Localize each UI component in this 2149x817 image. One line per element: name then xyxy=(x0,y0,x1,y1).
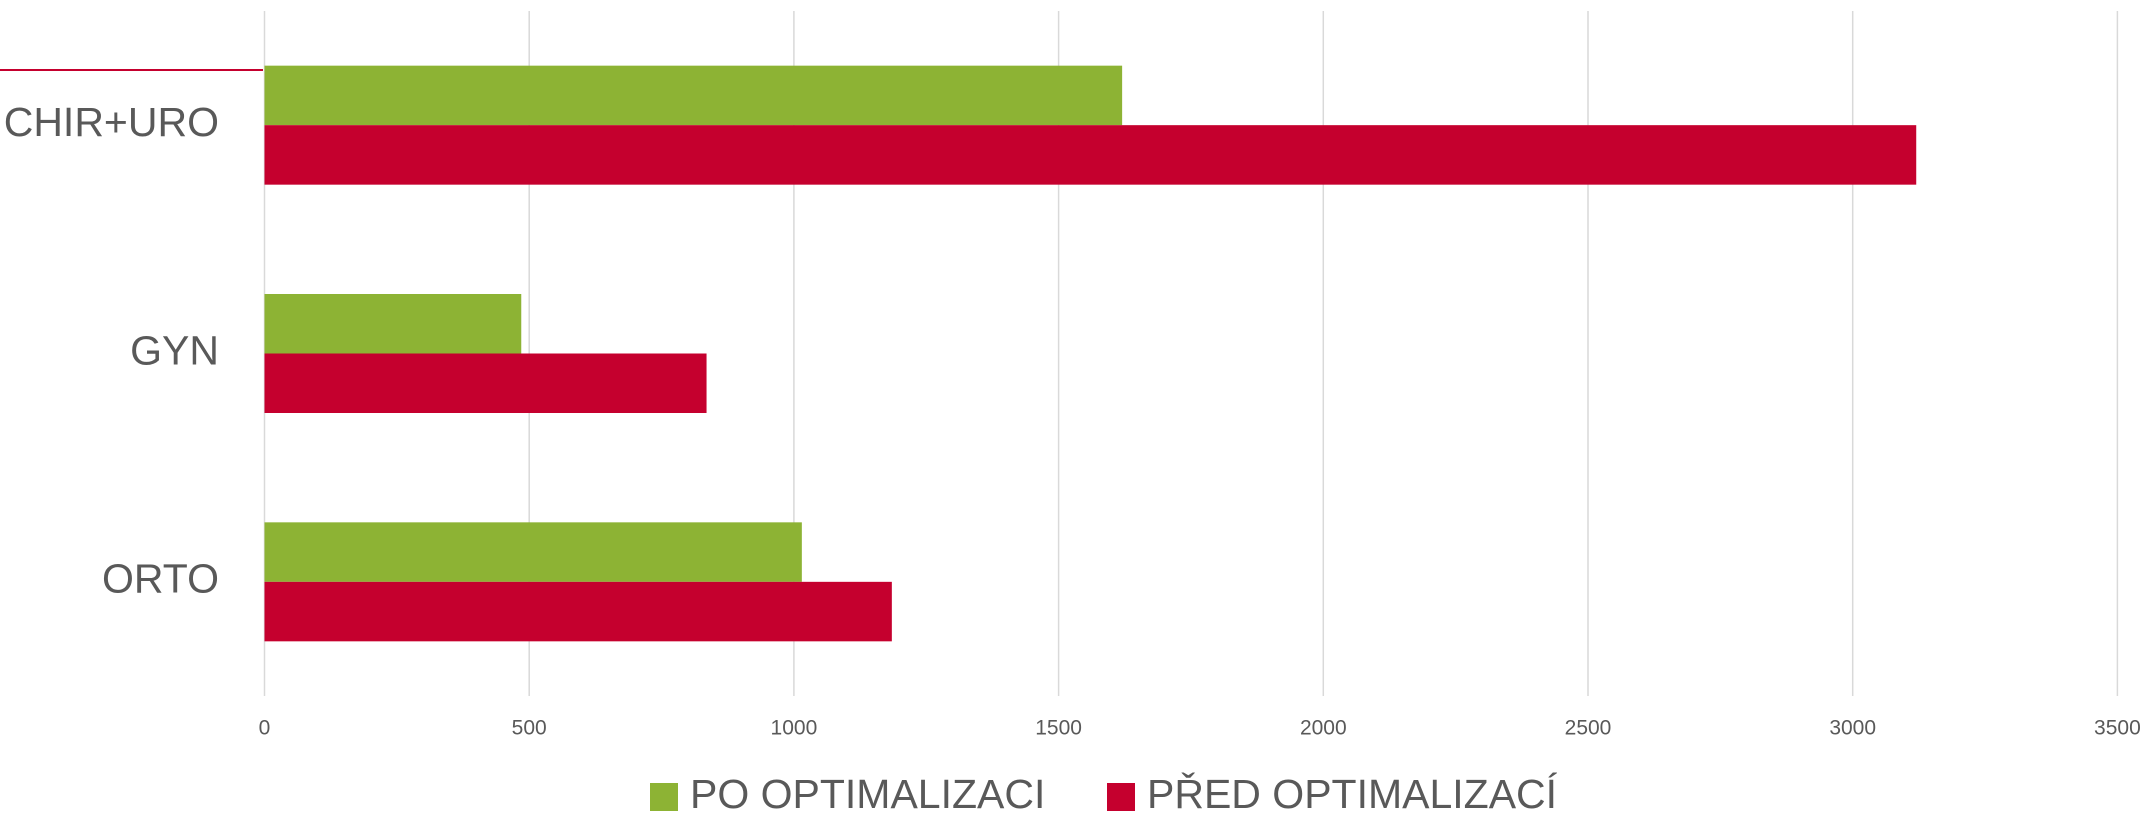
bar xyxy=(264,581,892,642)
bar xyxy=(264,65,1123,126)
x-tick-label: 1500 xyxy=(1035,717,1082,740)
legend-swatch xyxy=(650,783,678,811)
category-label: CHIR+URO xyxy=(4,99,219,145)
x-tick-label: 500 xyxy=(512,717,547,740)
x-tick-label: 1000 xyxy=(771,717,818,740)
x-tick-label: 2500 xyxy=(1565,717,1612,740)
category-label: GYN xyxy=(130,327,219,373)
category-label: ORTO xyxy=(102,556,219,602)
legend-label: PO OPTIMALIZACI xyxy=(690,771,1045,817)
bar xyxy=(264,353,707,413)
legend-swatch xyxy=(1107,783,1135,811)
bar xyxy=(264,125,1917,185)
x-tick-label: 3500 xyxy=(2094,717,2141,740)
legend-label: PŘED OPTIMALIZACÍ xyxy=(1147,771,1558,817)
x-tick-label: 2000 xyxy=(1300,717,1347,740)
x-tick-label: 3000 xyxy=(1829,717,1876,740)
bar xyxy=(264,294,522,354)
bar xyxy=(264,522,802,582)
x-tick-label: 0 xyxy=(259,717,271,740)
